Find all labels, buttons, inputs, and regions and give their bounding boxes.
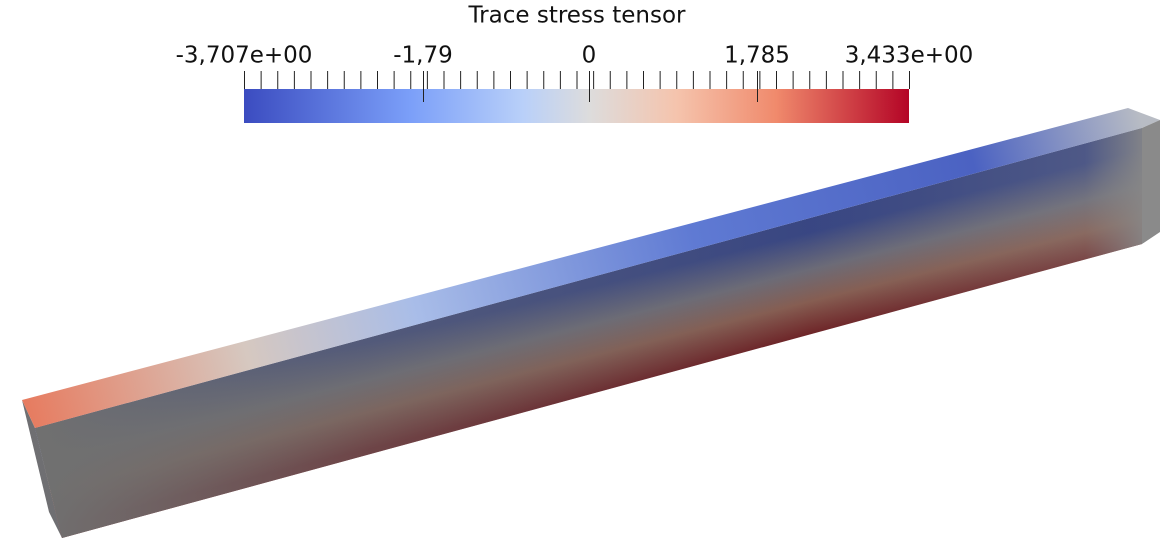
color-legend: Trace stress tensor -3,707e+00 -1,79 0 1…	[176, 3, 974, 123]
tick-label: -3,707e+00	[176, 43, 313, 69]
tick-label: 3,433e+00	[845, 43, 974, 69]
tick-marks	[244, 71, 910, 102]
beam-top-face	[22, 108, 1160, 428]
beam	[22, 108, 1160, 538]
beam-end-face	[1142, 120, 1160, 244]
color-bar	[244, 89, 909, 123]
legend-title: Trace stress tensor	[468, 3, 687, 29]
tick-label: 0	[582, 43, 597, 69]
beam-left-face	[22, 400, 62, 538]
tick-label: -1,79	[393, 43, 453, 69]
beam-front-shade	[35, 128, 1142, 538]
tick-label: 1,785	[724, 43, 790, 69]
